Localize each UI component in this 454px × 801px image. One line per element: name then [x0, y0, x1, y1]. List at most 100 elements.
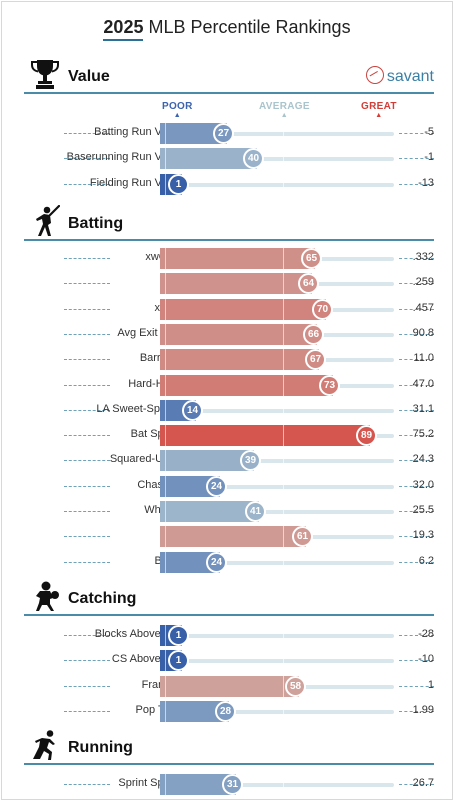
row-divider: [399, 710, 434, 712]
metric-value: -1: [424, 151, 434, 164]
row-divider: [399, 333, 434, 335]
metric-name: Fielding Run Value: [89, 176, 182, 189]
row-divider: [399, 258, 434, 259]
row-divider: [399, 435, 434, 437]
poor-marker: [165, 148, 166, 170]
row-divider: [399, 283, 434, 285]
metric-value: 90.8: [412, 326, 434, 339]
metric-row[interactable]: Fielding Run Value 1 -13: [24, 172, 434, 196]
metric-row[interactable]: Framing581: [24, 674, 434, 698]
percentile-badge: 40: [243, 148, 264, 170]
row-divider: [399, 409, 434, 411]
percentile-track: [162, 560, 394, 565]
metric-row[interactable]: LA Sweet-Spot % 14 31.1: [24, 398, 434, 422]
average-marker: [283, 475, 284, 497]
row-divider: [399, 685, 434, 687]
row-divider: [64, 158, 110, 160]
row-divider: [64, 333, 110, 335]
metric-value: 31.1: [412, 402, 434, 415]
percentile-badge: 1: [168, 173, 189, 195]
poor-marker: [165, 675, 166, 697]
metric-row[interactable]: xSLG70.457: [24, 297, 434, 321]
section-header-catching: Catching: [24, 580, 434, 616]
percentile-bar: [160, 551, 220, 573]
title-year: 2025: [103, 17, 144, 41]
savant-logo[interactable]: savant: [365, 66, 434, 86]
average-marker: [283, 774, 284, 795]
row-divider: [64, 635, 110, 636]
metric-row[interactable]: Blocks Above Avg 1 -28: [24, 623, 434, 647]
average-marker: [283, 374, 284, 396]
row-divider: [64, 485, 110, 487]
metric-value: 6.2: [418, 554, 434, 567]
average-marker: [283, 425, 284, 447]
row-divider: [64, 435, 110, 437]
percentile-track: [162, 709, 394, 714]
poor-marker: [165, 425, 166, 447]
metric-value: -5: [424, 126, 434, 138]
metric-row[interactable]: Avg Exit Velo 66 90.8: [24, 322, 434, 346]
poor-marker: [165, 349, 166, 371]
metric-row[interactable]: Pop Time 28 1.99: [24, 699, 434, 723]
percentile-bar: [160, 526, 306, 548]
metric-row[interactable]: Squared-Up % 39 24.3: [24, 448, 434, 472]
poor-marker: [165, 248, 166, 269]
metric-row[interactable]: xBA64.259: [24, 271, 434, 295]
average-marker: [283, 450, 284, 472]
catcher-icon: [36, 581, 59, 611]
percentile-badge: 73: [319, 374, 340, 396]
row-divider: [399, 784, 434, 785]
metric-row[interactable]: BB %246.2: [24, 550, 434, 574]
scale-poor-label: POOR: [162, 101, 193, 112]
metric-value: 19.3: [412, 529, 434, 542]
metric-row[interactable]: CS Above Avg 1 -10: [24, 648, 434, 672]
metric-value: 1.99: [412, 703, 434, 716]
metric-value: -28: [418, 628, 434, 640]
poor-marker: [165, 551, 166, 573]
percentile-track: [162, 783, 394, 787]
row-divider: [64, 283, 110, 285]
percentile-track: [162, 157, 394, 162]
metric-row[interactable]: Sprint Speed 31 26.7: [24, 772, 434, 796]
batter-icon: [36, 205, 60, 236]
metric-row[interactable]: Batting Run Value 27 -5: [24, 121, 434, 145]
metric-value: 25.5: [412, 504, 434, 516]
average-marker: [283, 148, 284, 170]
triangle-up-icon: ▲: [173, 112, 181, 119]
poor-marker: [165, 298, 166, 320]
metric-value: 1: [427, 678, 434, 691]
runner-icon: [33, 730, 55, 760]
metric-value: .457: [412, 301, 434, 314]
average-marker: [283, 123, 284, 144]
poor-marker: [165, 475, 166, 497]
percentile-badge: 65: [301, 248, 322, 269]
average-marker: [283, 526, 284, 548]
percentile-bar: [160, 123, 227, 144]
section-label-running: Running: [68, 739, 133, 756]
row-divider: [399, 158, 434, 160]
metric-value: -10: [418, 653, 434, 666]
row-divider: [399, 635, 434, 636]
triangle-up-icon: ▲: [280, 112, 289, 119]
metric-row[interactable]: Bat Speed 89 75.2: [24, 423, 434, 447]
metric-row[interactable]: Baserunning Run Value 40 -1: [24, 146, 434, 170]
scale-average: AVERAGE ▲: [259, 101, 310, 120]
trophy-icon: [31, 60, 59, 89]
percentile-badge: 14: [182, 399, 203, 421]
poor-marker: [165, 399, 166, 421]
metric-value: -13: [418, 176, 434, 189]
metric-value: 32.0: [412, 478, 434, 491]
poor-marker: [165, 774, 166, 795]
metric-row[interactable]: Hard-Hit % 73 47.0: [24, 373, 434, 397]
row-divider: [64, 258, 110, 259]
metric-row[interactable]: xwOBA65.332: [24, 246, 434, 270]
section-header-value: Value savant: [24, 58, 434, 94]
percentile-bar: [160, 774, 236, 795]
metric-name: Baserunning Run Value: [66, 151, 182, 164]
poor-marker: [165, 625, 166, 646]
metric-value: 75.2: [412, 428, 434, 441]
